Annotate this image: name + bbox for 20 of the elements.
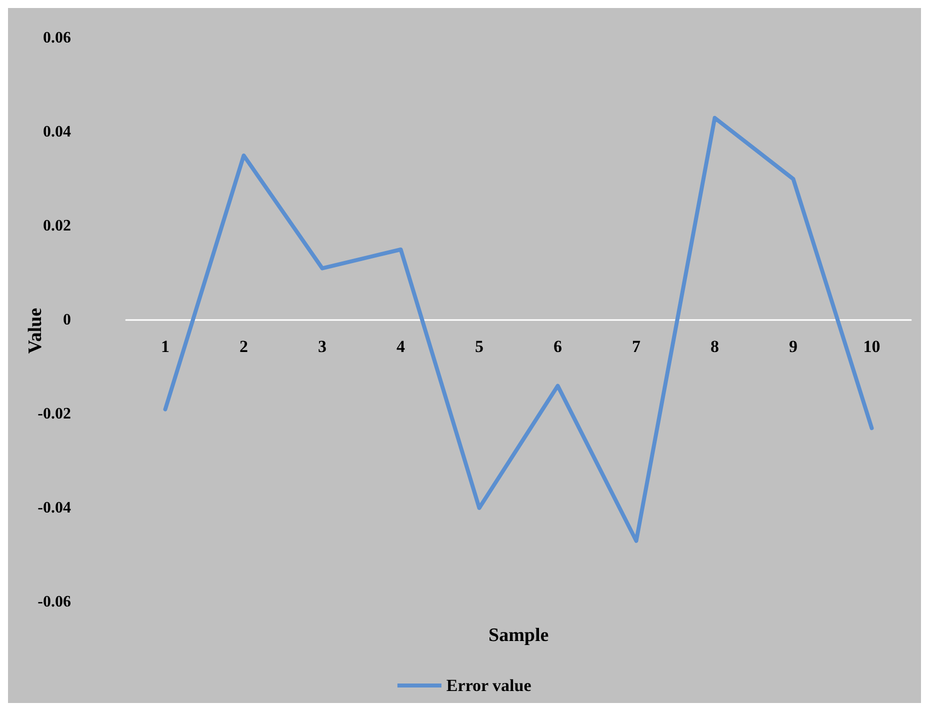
x-tick-label: 4 — [396, 337, 406, 356]
y-axis-title: Value — [25, 308, 46, 354]
y-tick-label: 0 — [63, 312, 71, 328]
legend-label: Error value — [446, 676, 532, 695]
x-tick-label: 10 — [863, 337, 880, 356]
x-axis-title: Sample — [488, 625, 549, 646]
y-tick-label: -0.06 — [38, 594, 71, 610]
y-tick-label: -0.02 — [38, 406, 71, 422]
x-tick-label: 2 — [240, 337, 248, 356]
y-tick-label: 0.04 — [43, 124, 71, 140]
x-tick-label: 8 — [710, 337, 719, 356]
x-tick-label: 9 — [789, 337, 798, 356]
y-tick-label: -0.04 — [38, 500, 71, 516]
x-tick-label: 7 — [632, 337, 641, 356]
x-tick-label: 6 — [554, 337, 562, 356]
x-tick-label: 3 — [318, 337, 326, 356]
y-tick-label: 0.02 — [43, 218, 71, 234]
x-tick-label: 1 — [161, 337, 170, 356]
x-tick-label: 5 — [475, 337, 484, 356]
y-tick-label: 0.06 — [43, 30, 71, 46]
